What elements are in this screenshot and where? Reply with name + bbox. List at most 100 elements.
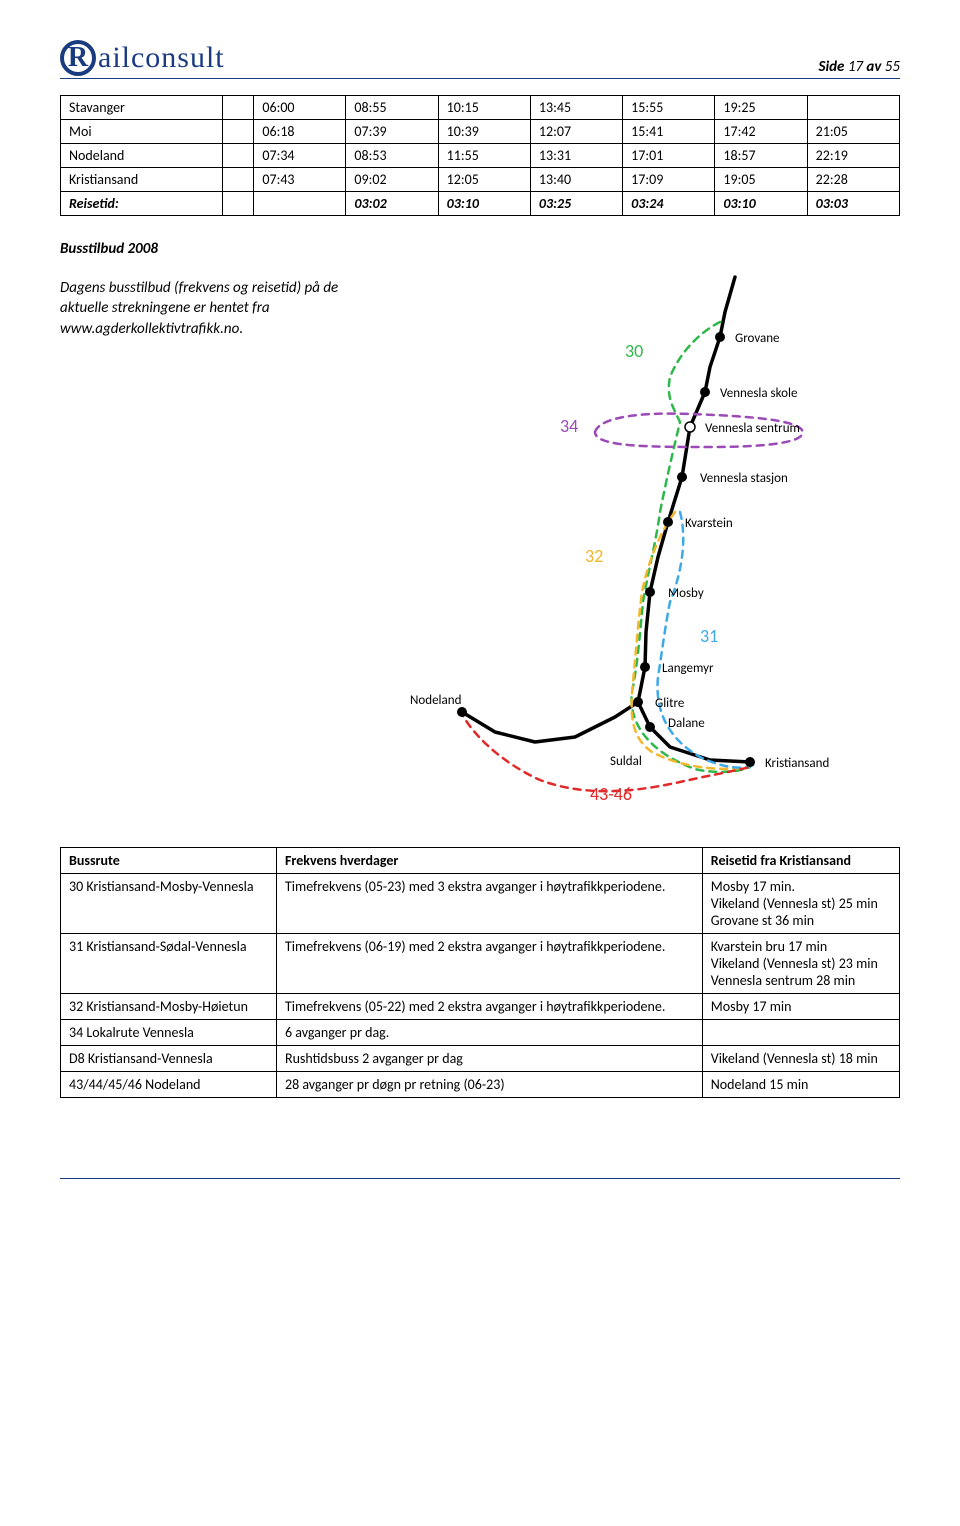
body-text: Dagens busstilbud (frekvens og reisetid)… <box>60 278 340 339</box>
map-text-row: Dagens busstilbud (frekvens og reisetid)… <box>60 272 900 817</box>
page-number: Side 17 av 55 <box>818 58 900 76</box>
time-cell: 22:19 <box>807 144 899 168</box>
table-row: 30 Kristiansand-Mosby-VenneslaTimefrekve… <box>61 874 900 934</box>
page: R ailconsult Side 17 av 55 Stavanger 06:0… <box>0 0 960 1239</box>
table-cell: 28 avganger pr døgn pr retning (06-23) <box>276 1072 702 1098</box>
time-cell: 17:42 <box>715 120 807 144</box>
stop-label: Nodeland <box>410 693 461 708</box>
stop-label: Mosby <box>668 586 704 601</box>
area-label: Suldal <box>610 754 642 769</box>
row-label: Stavanger <box>61 96 223 120</box>
table-row: Kristiansand07:4309:0212:0513:4017:0919:… <box>61 168 900 192</box>
stop-marker <box>663 517 673 527</box>
route-label: 32 <box>585 545 603 567</box>
footer-rule <box>60 1178 900 1179</box>
row-label: Nodeland <box>61 144 223 168</box>
row-label: Moi <box>61 120 223 144</box>
page-label-mid: av <box>863 58 885 76</box>
route-label: 43-46 <box>590 783 632 805</box>
stop-label: Grovane <box>735 331 780 346</box>
bussrute-table: BussruteFrekvens hverdagerReisetid fra K… <box>60 847 900 1098</box>
table-cell: Kvarstein bru 17 minVikeland (Vennesla s… <box>702 934 899 994</box>
time-cell: 06:00 <box>254 96 346 120</box>
stop-marker <box>633 697 643 707</box>
table-row: 43/44/45/46 Nodeland28 avganger pr døgn … <box>61 1072 900 1098</box>
time-cell <box>222 120 254 144</box>
time-cell: 13:31 <box>530 144 622 168</box>
stop-label: Kvarstein <box>685 516 733 531</box>
table-cell: Mosby 17 min.Vikeland (Vennesla st) 25 m… <box>702 874 899 934</box>
time-cell: 15:55 <box>623 96 715 120</box>
stop-label: Langemyr <box>662 661 714 676</box>
table-cell: Timefrekvens (05-22) med 2 ekstra avgang… <box>276 994 702 1020</box>
route-label: 30 <box>625 340 643 362</box>
route-label: 34 <box>560 415 578 437</box>
time-cell: 08:53 <box>346 144 438 168</box>
stop-marker <box>715 332 725 342</box>
time-cell <box>222 192 254 216</box>
stop-marker <box>645 722 655 732</box>
table-row: 34 Lokalrute Vennesla6 avganger pr dag. <box>61 1020 900 1046</box>
time-cell: 03:02 <box>346 192 438 216</box>
time-cell: 15:41 <box>623 120 715 144</box>
page-total: 55 <box>885 58 900 76</box>
time-cell: 03:03 <box>807 192 899 216</box>
logo: R ailconsult <box>60 40 225 76</box>
time-cell: 21:05 <box>807 120 899 144</box>
time-cell: 22:28 <box>807 168 899 192</box>
time-cell: 07:43 <box>254 168 346 192</box>
time-cell: 07:39 <box>346 120 438 144</box>
section-title: Busstilbud 2008 <box>60 240 900 258</box>
stop-label: Glitre <box>655 696 684 711</box>
table-cell: 34 Lokalrute Vennesla <box>61 1020 277 1046</box>
time-cell: 19:05 <box>715 168 807 192</box>
page-header: R ailconsult Side 17 av 55 <box>60 40 900 79</box>
time-cell: 13:40 <box>530 168 622 192</box>
time-cell <box>807 96 899 120</box>
page-label-prefix: Side <box>818 58 847 76</box>
time-cell <box>254 192 346 216</box>
time-cell: 17:01 <box>623 144 715 168</box>
table-cell: Timefrekvens (06-19) med 2 ekstra avgang… <box>276 934 702 994</box>
stop-label: Vennesla sentrum <box>705 421 800 436</box>
table-cell: 43/44/45/46 Nodeland <box>61 1072 277 1098</box>
table-cell: D8 Kristiansand-Vennesla <box>61 1046 277 1072</box>
table-row: 32 Kristiansand-Mosby-HøietunTimefrekven… <box>61 994 900 1020</box>
route-label: 31 <box>700 625 718 647</box>
time-cell: 08:55 <box>346 96 438 120</box>
stop-marker <box>677 472 687 482</box>
column-header: Bussrute <box>61 848 277 874</box>
table-row: Moi 06:1807:3910:3912:0715:4117:4221:05 <box>61 120 900 144</box>
time-cell <box>222 168 254 192</box>
time-cell: 12:05 <box>438 168 530 192</box>
logo-mark-icon: R <box>60 40 96 76</box>
time-cell: 03:10 <box>715 192 807 216</box>
time-cell: 06:18 <box>254 120 346 144</box>
time-cell: 03:25 <box>530 192 622 216</box>
time-cell: 03:24 <box>623 192 715 216</box>
column-header: Frekvens hverdager <box>276 848 702 874</box>
time-cell: 10:15 <box>438 96 530 120</box>
time-cell: 19:25 <box>715 96 807 120</box>
page-current: 17 <box>848 58 863 76</box>
time-cell: 17:09 <box>623 168 715 192</box>
table-row: Reisetid:03:0203:1003:2503:2403:1003:03 <box>61 192 900 216</box>
table-cell: 30 Kristiansand-Mosby-Vennesla <box>61 874 277 934</box>
table-cell <box>702 1020 899 1046</box>
table-cell: Nodeland 15 min <box>702 1072 899 1098</box>
table-cell: 31 Kristiansand-Sødal-Vennesla <box>61 934 277 994</box>
stop-marker <box>685 422 695 432</box>
stop-marker <box>645 587 655 597</box>
stop-marker <box>700 387 710 397</box>
stop-label: Vennesla skole <box>720 386 797 401</box>
logo-text: ailconsult <box>98 41 225 75</box>
time-cell: 03:10 <box>438 192 530 216</box>
time-cell: 18:57 <box>715 144 807 168</box>
time-cell: 11:55 <box>438 144 530 168</box>
column-header: Reisetid fra Kristiansand <box>702 848 899 874</box>
time-cell: 10:39 <box>438 120 530 144</box>
stop-label: Vennesla stasjon <box>700 471 788 486</box>
table-row: Nodeland07:3408:5311:5513:3117:0118:5722… <box>61 144 900 168</box>
time-cell: 12:07 <box>530 120 622 144</box>
row-label: Kristiansand <box>61 168 223 192</box>
